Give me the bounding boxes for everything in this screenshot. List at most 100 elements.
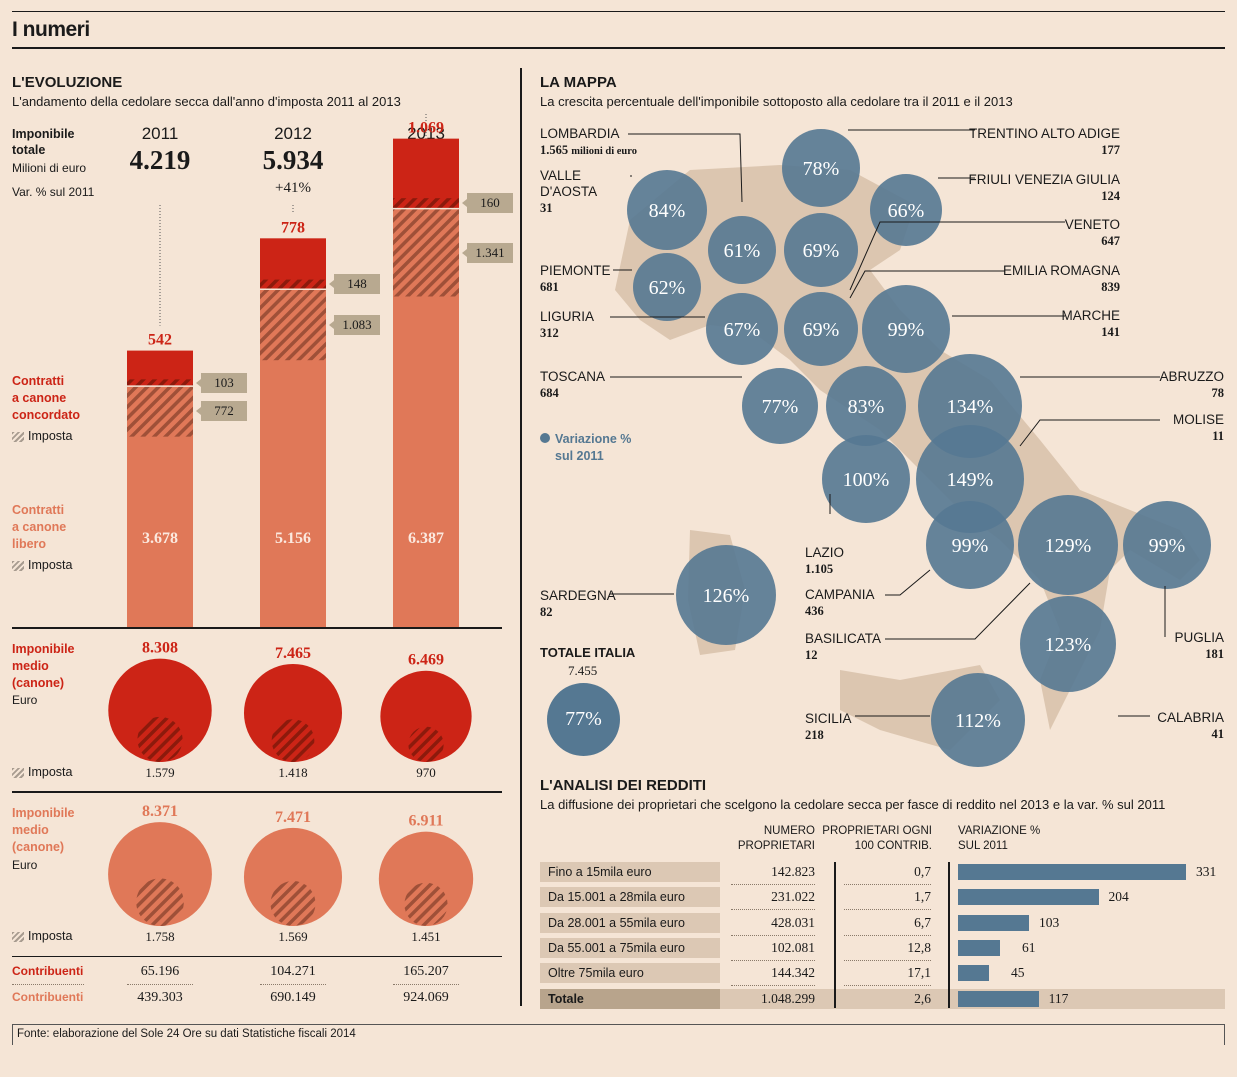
medio-libero-imposta-circle	[270, 881, 316, 926]
leader-line	[885, 569, 931, 596]
dotted-separator	[731, 934, 815, 936]
var-pct: +41%	[275, 180, 311, 196]
map-circle-basilicata	[1018, 495, 1118, 595]
map-pct: 69%	[803, 240, 840, 262]
top-rule	[12, 11, 1225, 12]
cell-numero: 142.823	[771, 864, 815, 879]
cell-ogni100: 6,7	[914, 914, 931, 930]
dotted-separator	[731, 959, 815, 961]
map-label-emilia-romagna: EMILIA ROMAGNA 839	[920, 263, 1120, 295]
leader-line	[885, 582, 1031, 640]
medio-libero-imposta-circle	[136, 878, 184, 926]
region-value: 177	[1101, 143, 1120, 157]
medio-l2: medio	[12, 823, 49, 837]
region-value: 218	[805, 728, 824, 742]
medio-concordato-circle	[243, 663, 343, 763]
map-label-lazio: LAZIO 1.105	[805, 545, 844, 577]
table-row: Da 15.001 a 28mila euro 231.022 1,7 204	[540, 887, 1225, 911]
map-pct: 61%	[724, 240, 761, 262]
column-divider	[520, 68, 522, 1006]
region-name: LOMBARDIA	[540, 126, 620, 141]
bar-label-concordato: 1.069	[408, 120, 444, 137]
medio-concordato-imposta-value: 970	[416, 765, 436, 780]
region-name: FRIULI VENEZIA GIULIA	[968, 172, 1120, 187]
variazione-bar	[958, 914, 1029, 931]
dotted-separator	[127, 984, 193, 985]
mappa-subtitle: La crescita percentuale dell'imponibile …	[540, 94, 1013, 109]
concordato-legend-l3: concordato	[12, 408, 81, 422]
region-name: MARCHE	[1061, 308, 1120, 323]
callout-imposta-concordato: 148	[329, 274, 380, 295]
bar-libero-imposta	[260, 289, 326, 361]
col1-l2: PROPRIETARI	[737, 840, 815, 852]
region-value: 181	[1205, 647, 1224, 661]
map-circle-lombardia	[708, 216, 776, 284]
medio-libero-imposta-circle	[404, 882, 448, 926]
imponibile-label-line1: Imponibile	[12, 127, 75, 141]
dotted-separator	[731, 884, 815, 885]
map-label-lombardia: LOMBARDIA 1.565 milioni di euro	[540, 126, 637, 160]
legend-text-2: sul 2011	[555, 449, 604, 463]
callout-imposta-libero: 1.083	[329, 314, 380, 335]
concordato-legend: Contratti a canone concordato	[12, 373, 80, 424]
imposta-legend-2: Imposta	[12, 558, 72, 572]
medio-l3: (canone)	[12, 676, 65, 690]
totale-italia-circle: 77%	[547, 683, 620, 756]
map-pct: 77%	[762, 396, 799, 418]
row-label: Da 15.001 a 28mila euro	[540, 887, 720, 908]
map-circle-campania	[926, 501, 1014, 589]
map-circle-piemonte	[633, 253, 701, 321]
imposta-legend-3: Imposta	[12, 765, 72, 779]
leader-line	[849, 221, 1065, 291]
region-value: 124	[1101, 189, 1120, 203]
imponibile-label-line2: totale	[12, 143, 46, 157]
year-label: 2013	[407, 124, 445, 143]
dotted-separator	[393, 984, 459, 985]
map-pct: 69%	[803, 319, 840, 341]
bar-concordato-imposta	[260, 279, 326, 290]
euro-label-1: Euro	[12, 693, 38, 707]
map-circle-toscana	[742, 368, 818, 444]
map-circle-emilia-romagna	[784, 292, 858, 366]
imposta-text: Imposta	[28, 929, 73, 943]
evoluzione-subtitle: L'andamento della cedolare secca dall'an…	[12, 94, 401, 109]
variazione-value: 45	[1010, 965, 1025, 981]
variazione-bar	[958, 990, 1039, 1007]
bar-label-concordato: 542	[148, 332, 172, 349]
region-value: 684	[540, 386, 559, 400]
col2-l1: PROPRIETARI OGNI	[822, 825, 932, 837]
medio-concordato-imposta-circle	[137, 716, 183, 762]
bar-label-libero: 5.156	[275, 530, 311, 547]
libero-legend-l3: libero	[12, 537, 47, 551]
map-label-campania: CAMPANIA 436	[805, 587, 875, 619]
region-value: 436	[805, 604, 824, 618]
contribuenti-value: 165.207	[403, 964, 449, 979]
map-pct: 62%	[649, 277, 686, 299]
dotted-separator	[731, 985, 815, 987]
medio-divider	[12, 791, 502, 793]
dotted-separator	[12, 984, 84, 985]
leader-line	[1019, 419, 1160, 447]
concordato-legend-l1: Contratti	[12, 374, 65, 388]
region-value: 1.565 milioni di euro	[540, 143, 637, 157]
region-name: PUGLIA	[1174, 630, 1224, 645]
table-row: Da 55.001 a 75mila euro 102.081 12,8 61	[540, 937, 1225, 961]
bar-chart: 542 3.678 778 5.156 1.069 6.387 8.308 1.579 7.46…	[108, 113, 474, 944]
row-label: Oltre 75mila euro	[540, 963, 720, 984]
evoluzione-heading: L'EVOLUZIONE	[12, 74, 123, 91]
leader-line	[849, 270, 1005, 299]
contribuenti-value: 690.149	[270, 990, 316, 1005]
map-pct: 99%	[1149, 535, 1186, 557]
contribuenti-value: 104.271	[270, 964, 316, 979]
region-name: MOLISE	[1172, 412, 1224, 427]
hatch-icon	[12, 560, 24, 571]
col-header-ogni100: PROPRIETARI OGNI 100 CONTRIB.	[818, 824, 932, 854]
page-title: I numeri	[12, 18, 90, 41]
row-label: Totale	[540, 988, 720, 1009]
map-circle-friuli-venezia-giulia	[870, 174, 942, 246]
map-pct: 129%	[1045, 535, 1092, 557]
medio-concordato-circle	[380, 670, 472, 762]
region-value: 312	[540, 326, 559, 340]
totale-italia-label: TOTALE ITALIA	[540, 645, 636, 660]
variazione-value: 103	[1038, 914, 1060, 930]
